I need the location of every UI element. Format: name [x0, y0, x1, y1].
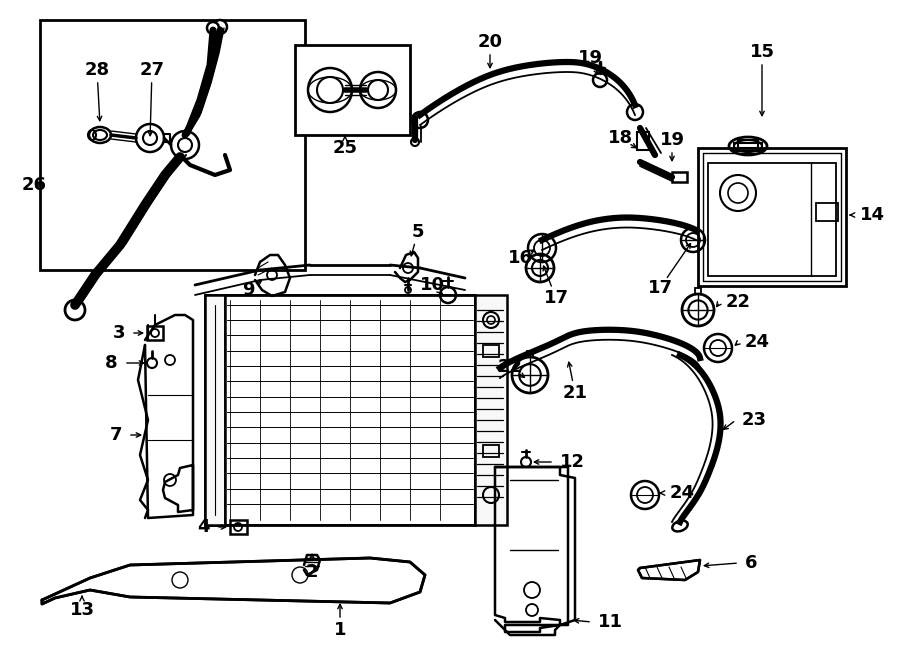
Text: 28: 28 [85, 61, 110, 79]
Text: 22: 22 [498, 358, 523, 376]
Bar [475, 295, 507, 525]
Bar [230, 520, 247, 534]
Polygon shape [42, 558, 425, 604]
Bar [734, 143, 762, 151]
Text: 17: 17 [544, 289, 569, 307]
Text: 8: 8 [105, 354, 118, 372]
Bar [816, 203, 838, 221]
Text: 7: 7 [110, 426, 122, 444]
Bar [708, 163, 836, 276]
Text: 2: 2 [306, 563, 319, 581]
Text: 27: 27 [140, 61, 165, 79]
Bar [637, 132, 649, 150]
Text: 15: 15 [750, 43, 775, 61]
Bar [205, 295, 475, 525]
Text: 25: 25 [332, 139, 357, 157]
Text: 18: 18 [608, 129, 633, 147]
Circle shape [213, 20, 227, 34]
Text: 20: 20 [478, 33, 502, 51]
Bar [527, 351, 533, 357]
Text: 22: 22 [726, 293, 751, 311]
Bar [40, 20, 305, 270]
Text: 10: 10 [419, 276, 445, 294]
Text: 21: 21 [562, 384, 588, 402]
Text: 9: 9 [242, 281, 254, 299]
Text: 12: 12 [560, 453, 585, 471]
Text: 3: 3 [112, 324, 125, 342]
Text: 13: 13 [69, 601, 94, 619]
Text: 16: 16 [508, 249, 533, 267]
Bar [295, 45, 410, 135]
Text: 19: 19 [660, 131, 685, 149]
Bar [698, 148, 846, 286]
Text: 24: 24 [745, 333, 770, 351]
Text: 11: 11 [598, 613, 623, 631]
Bar [483, 445, 499, 457]
Circle shape [207, 22, 219, 34]
Text: 4: 4 [197, 518, 210, 536]
Text: 14: 14 [860, 206, 885, 224]
Text: 1: 1 [334, 621, 346, 639]
Text: 26: 26 [22, 176, 47, 194]
Text: 19: 19 [578, 49, 602, 67]
Bar [147, 326, 163, 340]
Bar [695, 288, 701, 294]
Bar [205, 295, 225, 525]
Text: 5: 5 [412, 223, 424, 241]
Bar [672, 172, 687, 182]
Bar [483, 345, 499, 357]
Polygon shape [638, 560, 700, 580]
Text: 17: 17 [647, 279, 672, 297]
Bar [225, 295, 475, 525]
Circle shape [65, 300, 85, 320]
Text: 6: 6 [745, 554, 758, 572]
Text: 23: 23 [742, 411, 767, 429]
Bar [738, 140, 758, 148]
Text: 24: 24 [670, 484, 695, 502]
